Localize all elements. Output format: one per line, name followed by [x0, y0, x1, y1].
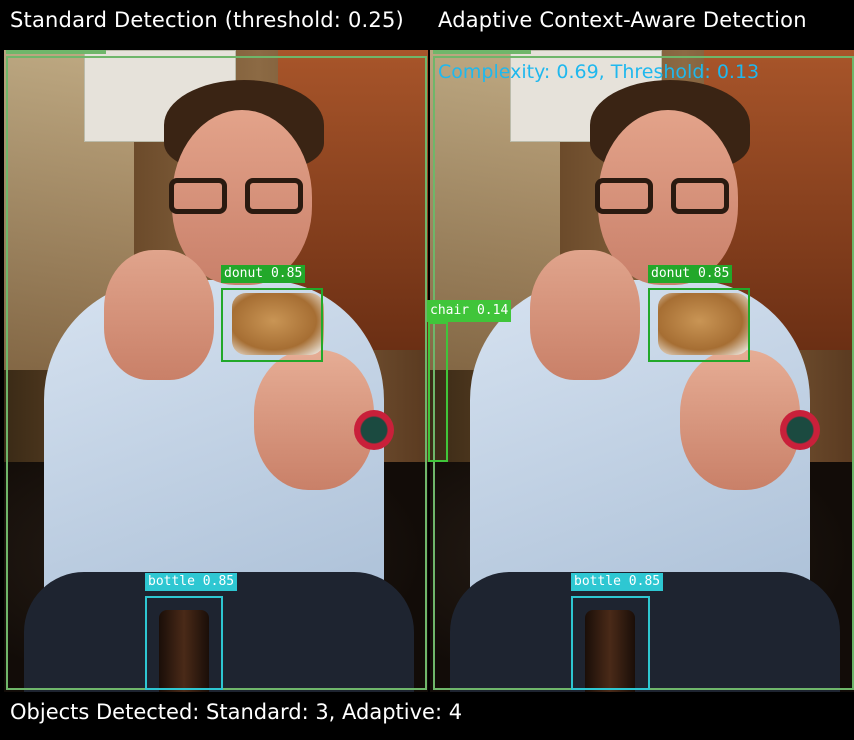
- person-box-tab: [6, 50, 106, 54]
- detection-summary: Objects Detected: Standard: 3, Adaptive:…: [10, 700, 463, 724]
- person-box-standard: [6, 56, 427, 690]
- chair-box: [428, 322, 448, 462]
- complexity-readout: Complexity: 0.69, Threshold: 0.13: [438, 61, 760, 83]
- bottle-box: [145, 596, 223, 690]
- person-box-tab: [433, 50, 531, 54]
- bottle-box: [571, 596, 650, 690]
- donut-label: donut 0.85: [221, 265, 306, 283]
- chair-label: chair 0.14: [427, 300, 512, 322]
- photo-scene: [4, 50, 428, 692]
- adaptive-panel-title: Adaptive Context-Aware Detection: [438, 8, 807, 32]
- person-box-adaptive: [433, 56, 854, 690]
- bottle-label: bottle 0.85: [145, 573, 238, 591]
- standard-detection-panel: [4, 50, 428, 692]
- donut-box: [648, 288, 750, 362]
- donut-box: [221, 288, 323, 362]
- standard-panel-title: Standard Detection (threshold: 0.25): [10, 8, 404, 32]
- donut-label: donut 0.85: [648, 265, 733, 283]
- bottle-label: bottle 0.85: [571, 573, 664, 591]
